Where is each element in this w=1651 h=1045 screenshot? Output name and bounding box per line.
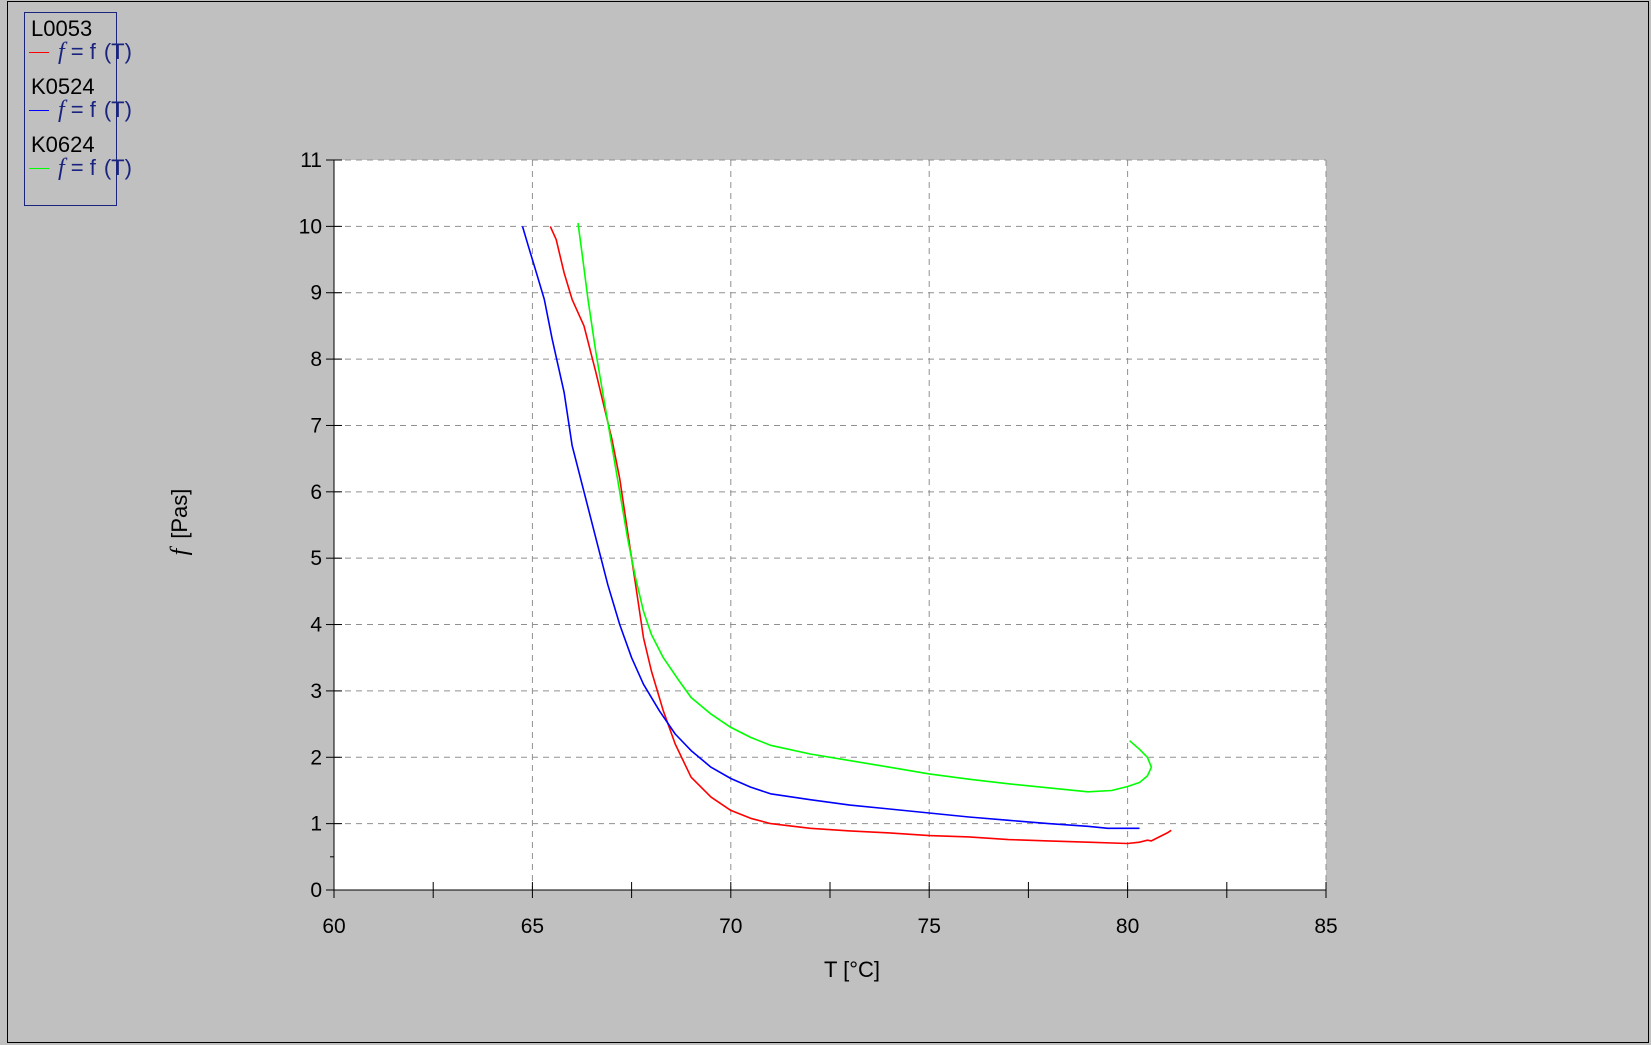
x-tick-label: 65 [521, 915, 544, 938]
legend-separator-0 [116, 38, 117, 66]
legend-function-mid-0: = f [64, 39, 96, 64]
legend-function-mid-2: = f [64, 155, 96, 180]
axes [326, 159, 1327, 898]
tick-labels: 60 65 70 75 80 85 0 1 2 3 4 5 6 7 8 9 10 11 [299, 149, 1338, 938]
y-axis-label-group: f [Pas] [167, 489, 193, 556]
legend-name-1: K0524 [31, 74, 95, 99]
x-tick-label: 70 [719, 915, 742, 938]
y-tick-label: 7 [310, 414, 322, 437]
x-axis-label: T [°C] [824, 957, 880, 982]
y-axis-symbol: f [167, 545, 193, 555]
y-tick-label: 4 [310, 614, 322, 637]
y-tick-label: 2 [310, 746, 322, 769]
y-tick-label: 9 [310, 282, 322, 305]
legend-function-arg-2: (T) [103, 155, 132, 180]
y-tick-label: 0 [310, 879, 322, 902]
y-tick-label: 11 [300, 149, 322, 172]
series-line-L0053 [549, 226, 1172, 845]
legend-separator-2 [116, 154, 117, 182]
legend-function-symbol-1: f [58, 97, 65, 123]
series-line-K0524 [521, 226, 1140, 830]
legend-function-symbol-2: f [58, 155, 65, 181]
y-axis-unit: [Pas] [167, 489, 192, 539]
legend-separator-1 [116, 96, 117, 124]
y-tick-label: 8 [310, 348, 322, 371]
legend: L0053 f = f (T) K0524 f = f (T) K0624 f = f (T) [24, 12, 132, 206]
legend-name-2: K0624 [31, 132, 95, 157]
legend-function-arg-0: (T) [103, 39, 132, 64]
legend-swatch-1 [29, 110, 49, 111]
y-tick-label: 1 [310, 813, 322, 836]
y-tick-label: 6 [310, 481, 322, 504]
y-tick-label: 10 [299, 215, 322, 238]
grid [334, 159, 1327, 890]
legend-function-arg-1: (T) [103, 97, 132, 122]
legend-function-2: f = f (T) [58, 155, 132, 181]
x-tick-label: 60 [322, 915, 345, 938]
legend-function-1: f = f (T) [58, 97, 132, 123]
x-tick-label: 85 [1314, 915, 1337, 938]
y-axis-label: f [Pas] [167, 489, 193, 556]
x-tick-label: 75 [918, 915, 941, 938]
legend-name-0: L0053 [31, 16, 93, 41]
legend-swatch-0 [29, 52, 49, 53]
y-tick-label: 3 [310, 680, 322, 703]
legend-function-0: f = f (T) [58, 39, 132, 65]
series-layer [521, 222, 1172, 845]
legend-function-mid-1: = f [64, 97, 96, 122]
series-line-K0624 [577, 222, 1153, 793]
plot-area [334, 160, 1326, 890]
legend-swatch-2 [29, 168, 49, 169]
x-tick-label: 80 [1116, 915, 1139, 938]
legend-function-symbol-0: f [58, 39, 65, 65]
y-tick-label: 5 [310, 547, 322, 570]
